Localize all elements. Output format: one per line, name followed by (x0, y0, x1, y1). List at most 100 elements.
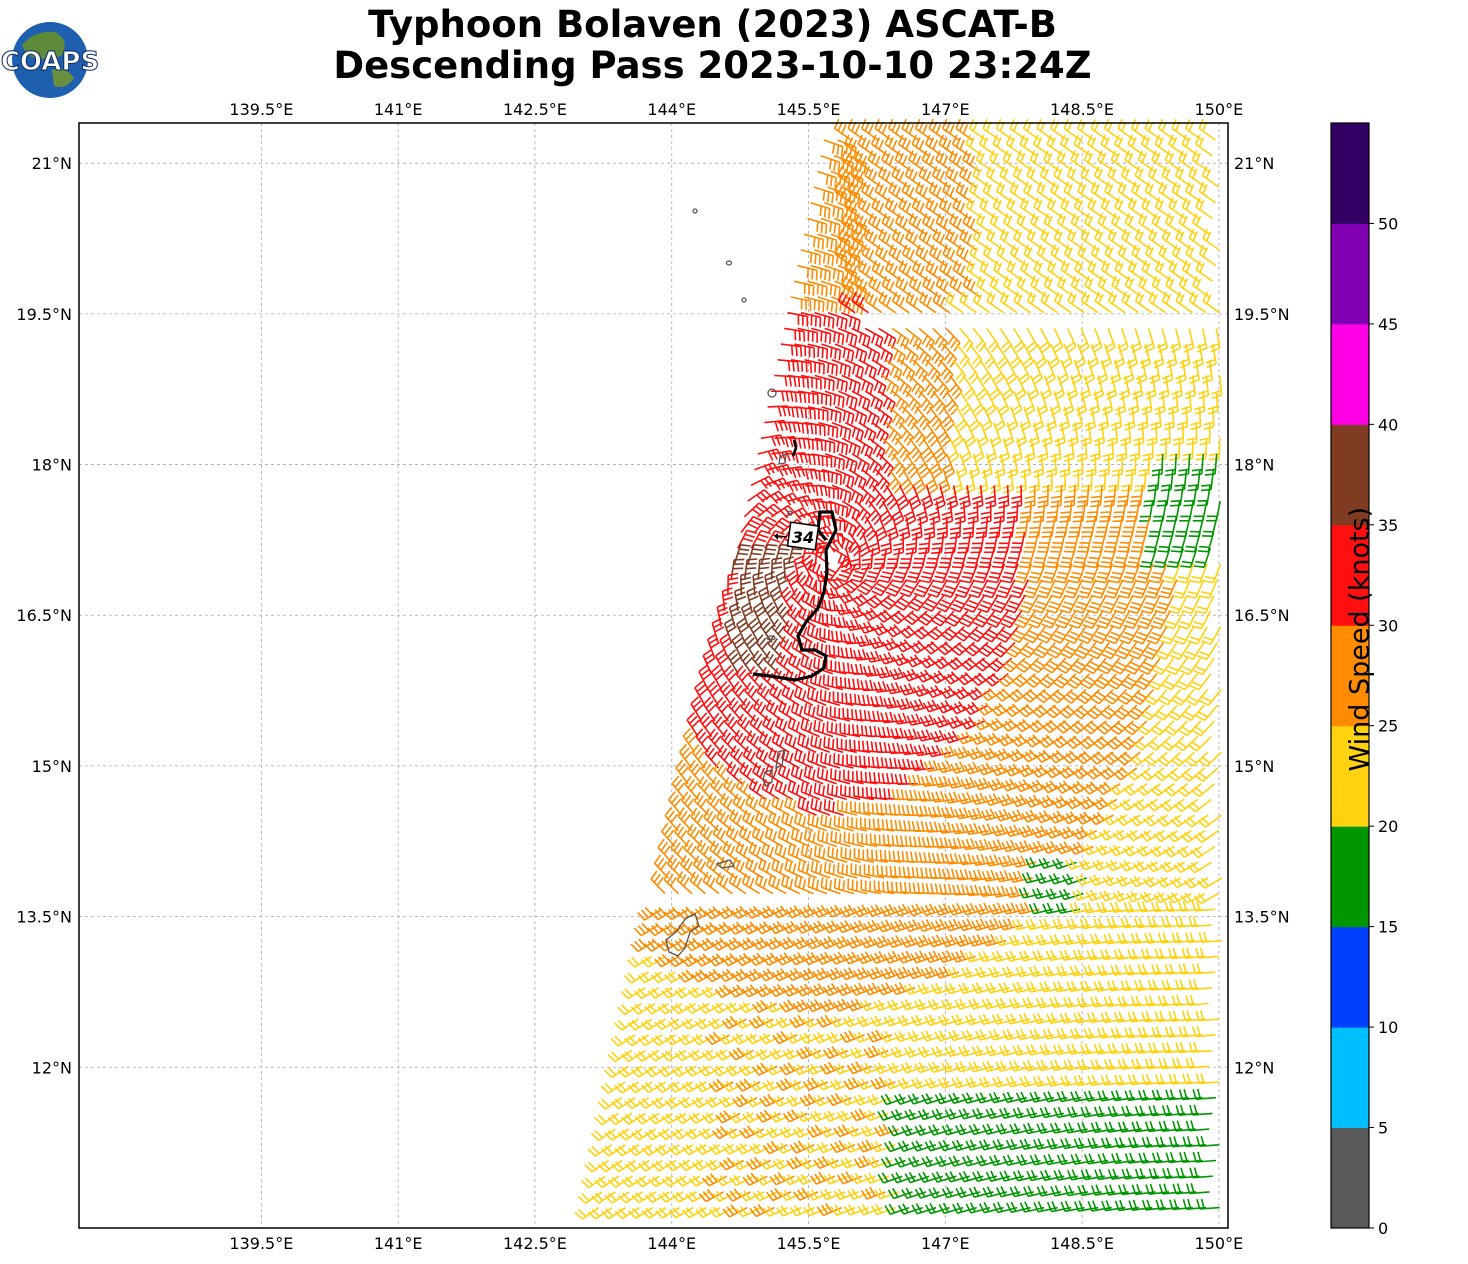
wind-barb (908, 594, 932, 612)
wind-barb (868, 500, 882, 526)
wind-barb (814, 437, 836, 454)
wind-barb (841, 275, 859, 298)
title-line-1: Typhoon Bolaven (2023) ASCAT-B (368, 3, 1057, 46)
wind-barb (664, 807, 679, 832)
wind-barb (1094, 291, 1112, 314)
wind-barb (781, 875, 801, 895)
wind-barb (1072, 704, 1097, 720)
wind-barb (885, 359, 903, 382)
wind-barb (1037, 485, 1049, 508)
wind-barb (715, 696, 730, 722)
wind-barb (923, 760, 949, 773)
wind-barb (1192, 1025, 1216, 1038)
wind-barb (1089, 751, 1114, 765)
wind-barb (1197, 532, 1215, 553)
wind-barb (917, 610, 942, 626)
wind-barb (1060, 641, 1084, 659)
lon-tick-label-bottom: 150°E (1195, 1234, 1244, 1253)
wind-barb (1190, 845, 1216, 859)
wind-barb (907, 774, 932, 786)
wind-barb (954, 579, 975, 599)
wind-barb (741, 809, 760, 832)
wind-barb (941, 406, 955, 432)
wind-barb (1125, 657, 1148, 675)
wind-barb (789, 1205, 816, 1217)
wind-barb (814, 311, 835, 329)
wind-barb (1025, 673, 1050, 688)
wind-barb (958, 485, 971, 510)
wind-barb (731, 681, 746, 706)
wind-barb (881, 275, 900, 298)
wind-barb (1105, 626, 1127, 645)
wind-barb (719, 792, 737, 816)
wind-barb (909, 698, 935, 712)
wind-barb (861, 740, 884, 754)
wind-barb (1197, 751, 1222, 767)
wind-barb (854, 374, 874, 395)
wind-barb (1014, 563, 1033, 584)
wind-barb (905, 851, 929, 863)
wind-barb (1173, 798, 1199, 813)
wind-barb (1191, 963, 1216, 975)
wind-barb (1103, 688, 1128, 705)
wind-barb (731, 633, 745, 659)
wind-barb (887, 742, 911, 755)
wind-barb (650, 870, 666, 895)
wind-barb (958, 165, 977, 188)
wind-barb (729, 1174, 755, 1187)
wind-barb (1041, 719, 1067, 734)
wind-barb (870, 134, 889, 157)
wind-barb (964, 422, 977, 448)
wind-barb (725, 1065, 751, 1077)
wind-barb (784, 859, 804, 879)
wind-barb (938, 134, 957, 157)
wind-barb (952, 197, 970, 220)
wind-barb (1187, 798, 1212, 813)
wind-barb (1115, 875, 1142, 887)
wind-barb (1196, 1135, 1220, 1147)
wind-barb (817, 296, 838, 314)
wind-barb (1075, 391, 1087, 416)
wind-barb (745, 1096, 771, 1108)
wind-barb (821, 468, 842, 486)
wind-barb (823, 799, 844, 816)
wind-barb (1009, 626, 1033, 644)
wind-barb (1090, 1184, 1116, 1196)
wind-barb (686, 712, 700, 738)
wind-barb (915, 181, 933, 204)
wind-barb (1058, 826, 1084, 840)
wind-barb (820, 280, 841, 298)
wind-barb (820, 154, 841, 173)
wind-barb (858, 359, 877, 380)
wind-barb (1028, 516, 1043, 538)
wind-barb (833, 118, 852, 141)
lon-tick-label-top: 144°E (647, 100, 696, 119)
wind-barb (932, 228, 950, 251)
wind-barb (957, 918, 983, 932)
wind-barb (987, 778, 1013, 792)
wind-barb (968, 626, 992, 643)
wind-barb (1131, 1058, 1156, 1070)
wind-barb (1114, 1199, 1139, 1212)
wind-barb (996, 626, 1019, 643)
wind-barb (1109, 610, 1131, 630)
wind-barb (932, 390, 947, 416)
wind-barb (861, 469, 879, 492)
wind-barb (892, 850, 915, 863)
wind-barb (871, 484, 887, 510)
wind-barb (997, 532, 1012, 553)
wind-barb (741, 873, 760, 895)
wind-barb (954, 934, 980, 947)
wind-barb (991, 824, 1016, 837)
wind-barb (974, 902, 1000, 916)
wind-barb (760, 434, 786, 447)
wind-barb (870, 1076, 896, 1090)
wind-barb (824, 327, 845, 346)
wind-barb (1164, 963, 1189, 975)
wind-barb (863, 665, 887, 677)
wind-barb (800, 781, 821, 801)
wind-barb (764, 477, 790, 491)
wind-barb (820, 877, 841, 895)
wind-barb (1118, 579, 1137, 599)
wind-barb (1177, 610, 1198, 630)
